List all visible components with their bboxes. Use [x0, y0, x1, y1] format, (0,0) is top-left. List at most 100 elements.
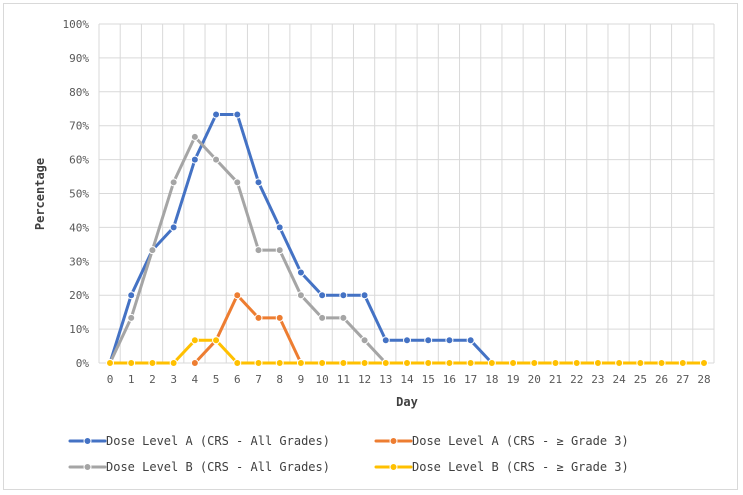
data-point — [190, 359, 199, 367]
x-tick-label: 6 — [234, 373, 241, 386]
chart-frame — [3, 3, 738, 490]
x-axis-ticks: 0 1 2 3 4 5 6 7 8 9 10 11 12 13 14 15 16 17 18 19 20 21 22 23 24… — [107, 373, 711, 386]
y-tick-label: 50% — [69, 188, 89, 201]
data-point — [339, 313, 348, 322]
x-tick-label: 22 — [570, 373, 583, 386]
x-tick-label: 1 — [128, 373, 135, 386]
data-point — [572, 359, 581, 367]
x-tick-label: 15 — [422, 373, 435, 386]
data-point — [360, 359, 369, 367]
data-point — [296, 291, 305, 300]
data-point — [339, 291, 348, 300]
x-tick-label: 21 — [549, 373, 562, 386]
data-point — [254, 246, 263, 255]
x-tick-label: 14 — [400, 373, 414, 386]
x-tick-label: 8 — [276, 373, 283, 386]
y-tick-label: 10% — [69, 323, 89, 336]
x-tick-label: 7 — [255, 373, 262, 386]
series-lines — [106, 110, 708, 367]
data-point — [381, 359, 390, 367]
series-4 — [106, 336, 708, 367]
data-point — [551, 359, 560, 367]
x-tick-label: 4 — [192, 373, 199, 386]
data-point — [212, 110, 221, 119]
x-tick-label: 26 — [655, 373, 668, 386]
x-tick-label: 0 — [107, 373, 114, 386]
legend-label: Dose Level B (CRS - All Grades) — [106, 460, 330, 474]
data-point — [254, 178, 263, 187]
data-point — [127, 291, 136, 300]
series-line — [108, 113, 706, 365]
x-tick-label: 24 — [613, 373, 627, 386]
data-point — [360, 336, 369, 345]
data-point — [169, 178, 178, 187]
y-tick-label: 70% — [69, 120, 89, 133]
legend-marker — [83, 463, 92, 471]
data-point — [445, 359, 454, 367]
data-point — [212, 336, 221, 345]
data-point — [296, 359, 305, 367]
data-point — [509, 359, 518, 367]
x-tick-label: 3 — [170, 373, 177, 386]
data-point — [445, 336, 454, 345]
data-point — [318, 313, 327, 322]
data-point — [466, 359, 475, 367]
y-tick-label: 100% — [63, 18, 90, 31]
x-tick-label: 20 — [528, 373, 541, 386]
legend-marker — [389, 463, 398, 471]
data-point — [403, 336, 411, 345]
data-point — [254, 313, 263, 322]
legend-marker — [389, 437, 398, 445]
data-point — [233, 178, 242, 187]
data-point — [487, 359, 496, 367]
data-point — [466, 336, 475, 345]
x-tick-label: 12 — [358, 373, 371, 386]
data-point — [127, 313, 136, 322]
data-point — [424, 359, 433, 367]
gridlines — [98, 23, 715, 364]
data-point — [678, 359, 687, 367]
x-tick-label: 25 — [634, 373, 647, 386]
legend-item: Dose Level A (CRS - All Grades) — [68, 434, 330, 448]
x-tick-label: 10 — [316, 373, 329, 386]
legend: Dose Level A (CRS - All Grades) Dose Leve… — [68, 434, 629, 474]
data-point — [318, 359, 327, 367]
data-point — [254, 359, 263, 367]
data-point — [106, 359, 114, 367]
data-point — [615, 359, 624, 367]
series-line — [193, 293, 303, 365]
data-point — [127, 359, 136, 367]
y-tick-label: 60% — [69, 154, 89, 167]
data-point — [700, 359, 708, 367]
y-axis-ticks: 0% 10% 20% 30% 40% 50% 60% 70% 80% 90% 100% — [63, 18, 90, 370]
legend-item: Dose Level B (CRS - ≥ Grade 3) — [374, 460, 629, 474]
data-point — [424, 336, 433, 345]
legend-item: Dose Level A (CRS - ≥ Grade 3) — [374, 434, 629, 448]
data-point — [190, 336, 199, 345]
y-tick-label: 20% — [69, 289, 89, 302]
data-point — [593, 359, 602, 367]
data-point — [275, 246, 284, 255]
legend-marker — [83, 437, 92, 445]
x-tick-label: 9 — [298, 373, 305, 386]
data-point — [190, 132, 199, 141]
y-tick-label: 80% — [69, 86, 89, 99]
x-tick-label: 19 — [506, 373, 519, 386]
data-point — [233, 291, 242, 300]
x-tick-label: 18 — [485, 373, 498, 386]
data-point — [275, 313, 284, 322]
legend-label: Dose Level B (CRS - ≥ Grade 3) — [412, 460, 629, 474]
y-tick-label: 30% — [69, 255, 89, 268]
y-tick-label: 0% — [76, 357, 90, 370]
x-tick-label: 17 — [464, 373, 477, 386]
x-tick-label: 13 — [379, 373, 392, 386]
data-point — [318, 291, 327, 300]
data-point — [275, 359, 284, 367]
data-point — [360, 291, 369, 300]
data-point — [233, 110, 242, 119]
data-point — [148, 359, 157, 367]
data-point — [657, 359, 666, 367]
x-tick-label: 28 — [697, 373, 710, 386]
data-point — [381, 336, 390, 345]
